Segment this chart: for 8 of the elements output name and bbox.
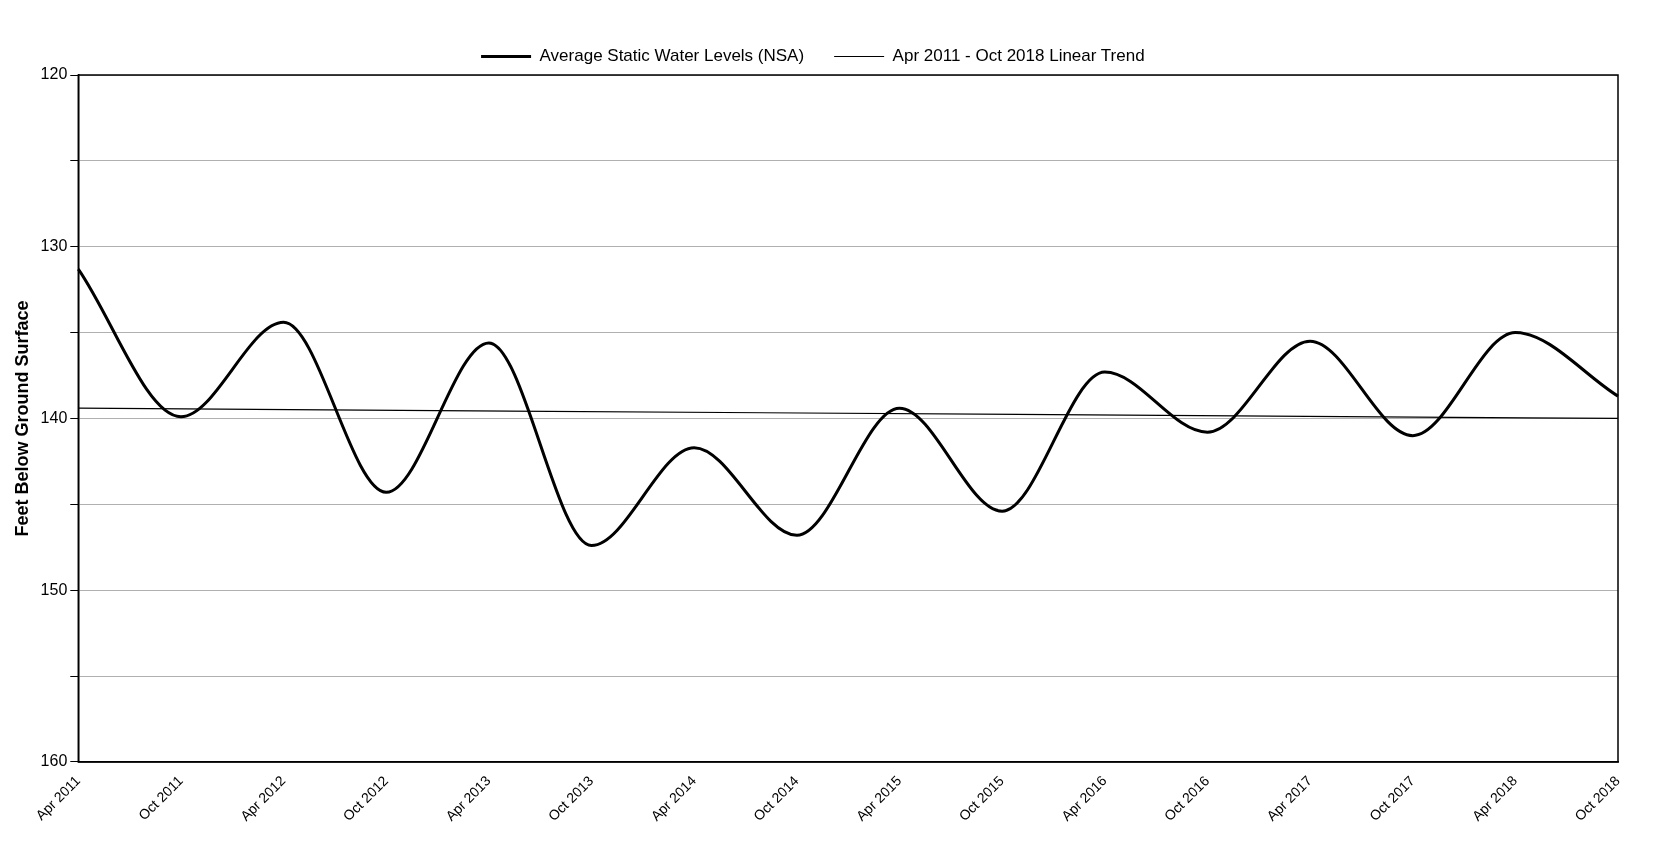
y-axis-title: Feet Below Ground Surface	[11, 300, 32, 537]
y-tick-label: 130	[40, 237, 68, 255]
y-tick-label: 150	[40, 580, 68, 598]
y-tick-label: 160	[40, 752, 68, 770]
legend-label: Average Static Water Levels (NSA)	[539, 46, 805, 66]
y-tick-label: 120	[40, 65, 68, 83]
y-tick-label: 140	[40, 408, 68, 426]
legend-label: Apr 2011 - Oct 2018 Linear Trend	[892, 46, 1145, 66]
